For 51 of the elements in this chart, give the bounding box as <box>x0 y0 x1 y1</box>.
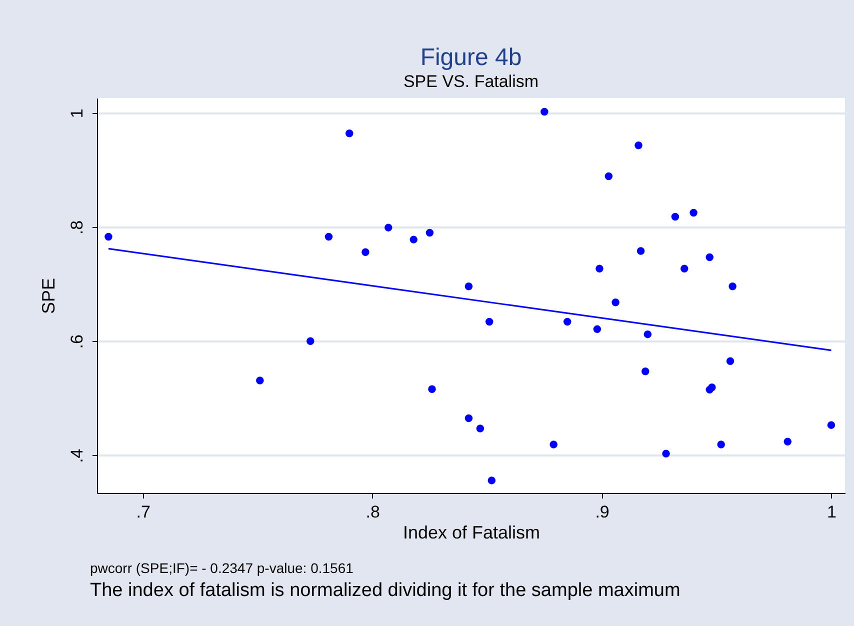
point <box>784 438 792 446</box>
point <box>593 325 602 334</box>
point <box>706 253 714 262</box>
y-tick-label: 1 <box>68 108 86 118</box>
point <box>690 208 698 217</box>
point <box>612 298 620 306</box>
point <box>680 264 688 273</box>
chart-title: Figure 4b <box>420 44 522 71</box>
y-tick-label: .4 <box>68 448 86 463</box>
x-tick-label: 1 <box>827 502 836 522</box>
point <box>550 440 558 448</box>
point <box>634 142 642 150</box>
point <box>476 424 484 432</box>
point <box>642 368 650 376</box>
y-axis-title: SPE <box>38 278 58 314</box>
point <box>671 212 680 221</box>
point <box>717 440 725 448</box>
x-axis-title: Index of Fatalism <box>402 522 540 542</box>
point <box>104 232 112 241</box>
point <box>596 264 604 273</box>
point <box>426 228 434 237</box>
point <box>636 247 645 255</box>
point <box>728 282 736 290</box>
point <box>428 385 436 393</box>
point <box>485 318 494 326</box>
x-tick-label: .7 <box>136 502 150 522</box>
point <box>563 318 572 326</box>
point <box>604 172 613 180</box>
point <box>726 357 734 366</box>
point <box>346 130 354 138</box>
point <box>256 376 264 384</box>
point <box>708 384 716 392</box>
point <box>488 476 496 484</box>
point <box>410 236 418 244</box>
x-tick-label: .9 <box>595 502 610 522</box>
point <box>324 232 333 241</box>
x-tick-label: .8 <box>366 502 380 522</box>
point <box>384 224 392 232</box>
point <box>362 248 370 256</box>
point <box>662 450 670 458</box>
point <box>464 414 473 422</box>
chart-subtitle: SPE VS. Fatalism <box>403 72 539 91</box>
text: The index of fatalism is normalized dividing it for the sample maximum <box>90 580 680 602</box>
point <box>644 330 652 338</box>
text: pwcorr (SPE;IF)= - 0.2347 p-value: 0.1561 <box>90 560 354 576</box>
y-tick-label: .8 <box>68 220 86 235</box>
point <box>827 421 836 429</box>
y-tick-label: .6 <box>68 334 86 349</box>
point <box>464 282 473 290</box>
point <box>540 108 548 116</box>
point <box>306 337 314 346</box>
